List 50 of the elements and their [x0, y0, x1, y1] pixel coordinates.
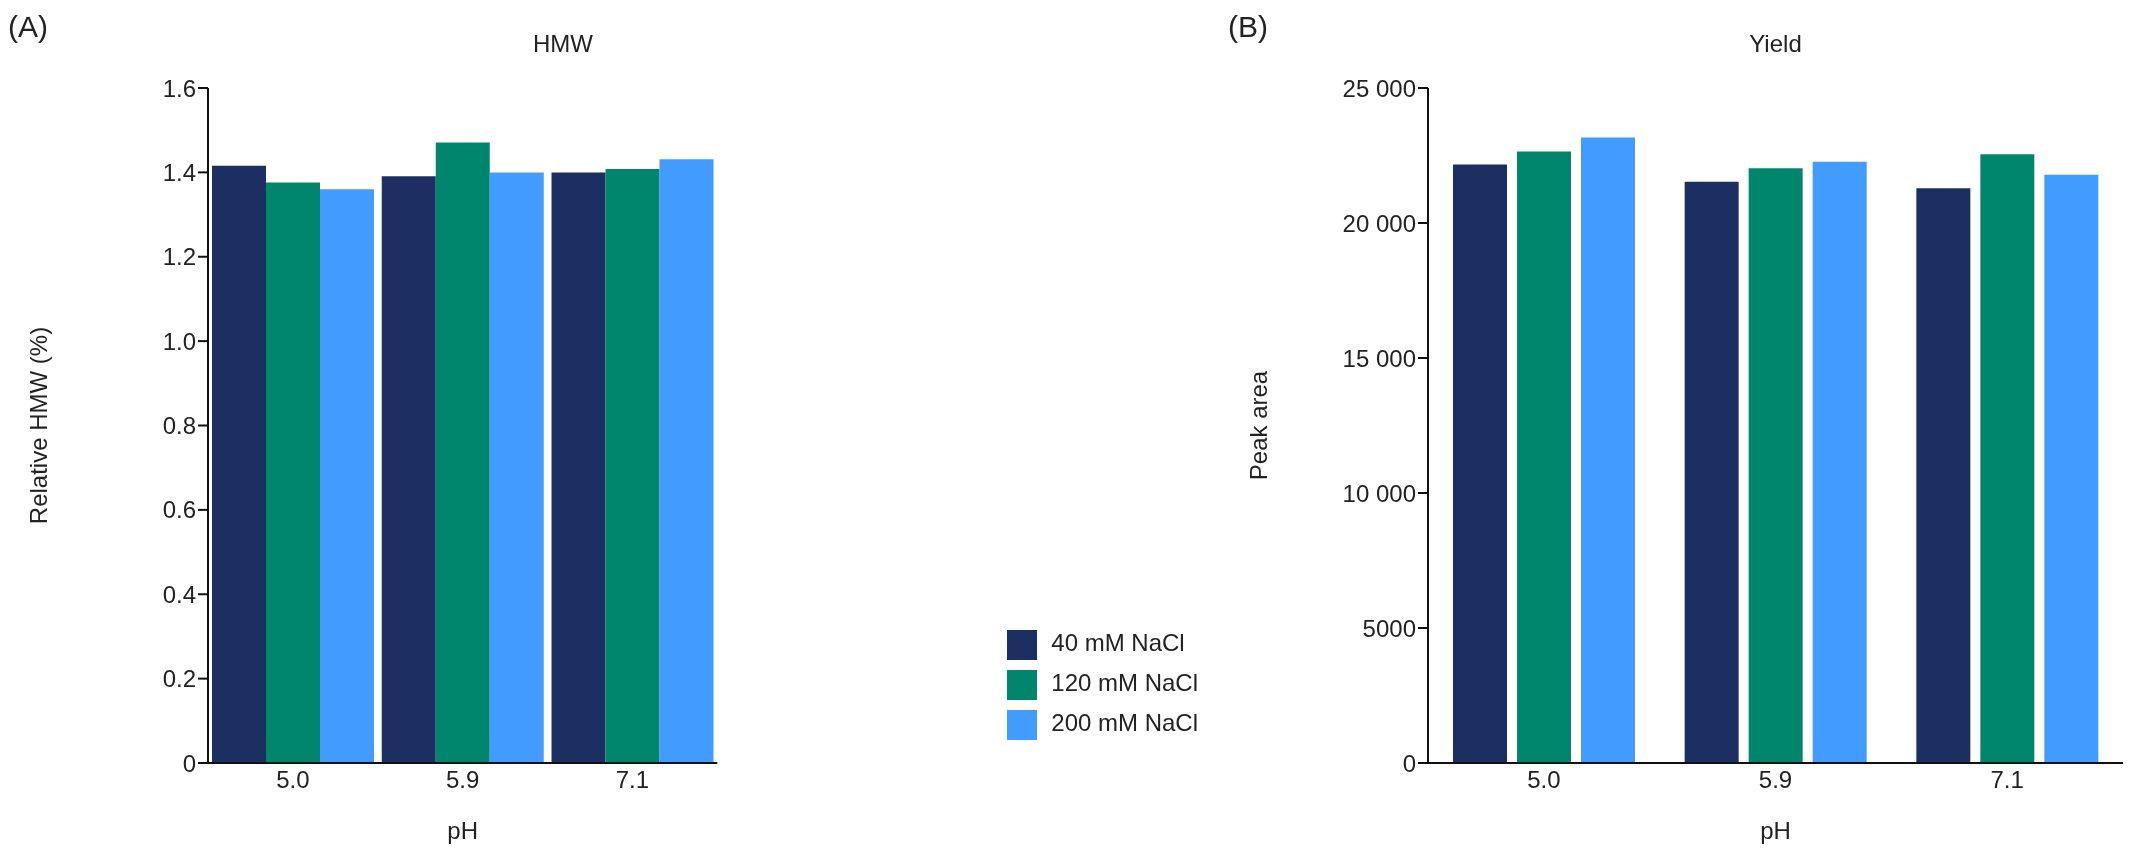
y-tick-label: 0.4 — [162, 580, 196, 608]
x-tick-label: 7.1 — [1990, 766, 2024, 794]
bar — [1748, 168, 1803, 763]
bar — [381, 176, 436, 763]
y-tick-label: 1.0 — [162, 327, 196, 355]
text: (A) — [8, 10, 48, 44]
chart-title: HMW — [532, 30, 594, 58]
bar — [1812, 161, 1867, 763]
x-tick-label: 5.9 — [445, 766, 480, 794]
y-tick-label: 25 000 — [1342, 74, 1416, 102]
bar — [1453, 164, 1507, 763]
bar — [1517, 151, 1571, 763]
y-tick-label: 10 000 — [1342, 479, 1416, 507]
y-tick-label: 0 — [182, 749, 196, 777]
bar — [1980, 154, 2035, 763]
bar — [1684, 181, 1739, 763]
bar — [1581, 137, 1635, 763]
y-tick-label: 5000 — [1362, 614, 1416, 642]
y-tick-label: 0 — [1402, 749, 1416, 777]
bar — [659, 159, 714, 763]
x-tick-label: 5.0 — [276, 766, 310, 794]
y-tick-label: 0.8 — [162, 412, 196, 440]
x-axis-title: pH — [447, 817, 478, 844]
y-tick-label: 0.2 — [162, 665, 196, 693]
y-tick-label: 20 000 — [1342, 209, 1416, 237]
bar — [435, 142, 490, 763]
bar — [266, 182, 320, 763]
bar — [212, 165, 266, 763]
bar — [551, 172, 606, 763]
bar — [320, 189, 374, 763]
x-axis-title: pH — [1760, 817, 1791, 844]
y-axis-title: Relative HMW (%) — [24, 326, 52, 525]
x-tick-label: 5.9 — [1758, 766, 1793, 794]
y-tick-label: 0.6 — [162, 496, 196, 524]
y-tick-label: 1.2 — [162, 243, 196, 271]
x-tick-label: 5.0 — [1527, 766, 1561, 794]
text: (B) — [1228, 10, 1268, 44]
chart-title: Yield — [1748, 30, 1803, 58]
bar — [2044, 174, 2099, 763]
y-tick-label: 1.4 — [162, 158, 196, 186]
legend-label: 120 mM NaCl — [1051, 669, 1198, 696]
y-tick-label: 1.6 — [162, 74, 196, 102]
y-axis-title: Peak area — [1244, 370, 1272, 481]
bar — [489, 172, 544, 763]
bar — [605, 169, 660, 763]
y-tick-label: 15 000 — [1342, 344, 1416, 372]
legend-label: 200 mM NaCl — [1051, 709, 1198, 736]
bar — [1916, 188, 1971, 763]
legend-label: 40 mM NaCl — [1051, 629, 1185, 656]
x-tick-label: 7.1 — [615, 766, 650, 794]
